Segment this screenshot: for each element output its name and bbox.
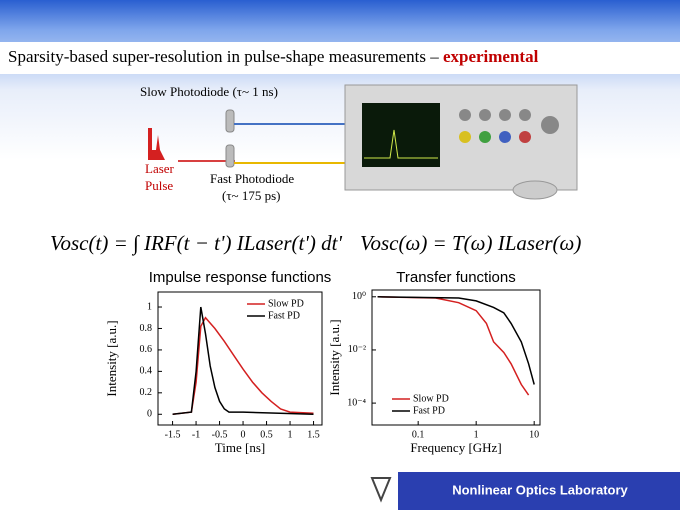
y-tick-label: 0.2 xyxy=(140,387,153,398)
legend-label: Fast PD xyxy=(268,310,300,321)
y-axis-label: Intensity [a.u.] xyxy=(327,319,342,395)
series-line xyxy=(377,296,535,385)
x-tick-label: 1 xyxy=(474,429,479,440)
plot-frame xyxy=(157,291,323,426)
laser-pulse-icon xyxy=(148,128,165,160)
x-tick-label: -1 xyxy=(192,429,200,440)
series-line xyxy=(377,296,530,396)
legend-label: Slow PD xyxy=(413,393,449,404)
legend-label: Slow PD xyxy=(268,298,304,309)
chart-panel xyxy=(100,288,342,458)
legend-label: Fast PD xyxy=(413,405,445,416)
fast-pd-label: Fast Photodiode xyxy=(210,171,294,186)
x-tick-label: 0.5 xyxy=(260,429,273,440)
y-tick-label: 10⁻² xyxy=(348,344,366,355)
formula: Vosc(ω) = T(ω) ILaser(ω) xyxy=(360,231,581,255)
logo xyxy=(370,477,392,503)
title-bar xyxy=(0,42,680,74)
fast-pd-label: (τ~ 175 ps) xyxy=(222,188,280,203)
y-tick-label: 10⁰ xyxy=(352,291,366,302)
formula: Vosc(t) = ∫ IRF(t − t') ILaser(t') dt' xyxy=(50,231,342,256)
y-tick-label: 0 xyxy=(147,409,152,420)
x-tick-label: 1.5 xyxy=(307,429,320,440)
slide-title: Sparsity-based super-resolution in pulse… xyxy=(8,47,539,66)
footer-bar xyxy=(398,472,680,510)
photodiode xyxy=(225,144,235,168)
x-tick-label: -0.5 xyxy=(212,429,228,440)
y-axis-label: Intensity [a.u.] xyxy=(104,320,119,396)
mouse xyxy=(512,180,558,200)
footer-text: Nonlinear Optics Laboratory xyxy=(452,482,628,497)
x-tick-label: 0 xyxy=(241,429,246,440)
chart-title: Impulse response functions xyxy=(149,269,332,286)
y-tick-label: 1 xyxy=(147,301,152,312)
x-tick-label: 1 xyxy=(288,429,293,440)
x-tick-label: -1.5 xyxy=(165,429,181,440)
x-axis-label: Time [ns] xyxy=(215,440,265,455)
plot-frame xyxy=(371,289,541,426)
title-highlight: experimental xyxy=(443,47,539,66)
scope-knobs xyxy=(459,109,559,143)
series-line xyxy=(172,316,314,416)
y-tick-label: 10⁻⁴ xyxy=(347,397,366,408)
x-tick-label: 10 xyxy=(529,429,539,440)
scope-trace xyxy=(364,129,438,159)
y-tick-label: 0.6 xyxy=(140,344,153,355)
series-line xyxy=(172,306,314,416)
y-tick-label: 0.4 xyxy=(140,366,153,377)
photodiode xyxy=(225,109,235,133)
scope-screen xyxy=(362,103,440,167)
x-axis-label: Frequency [GHz] xyxy=(410,440,501,455)
title-text: Sparsity-based super-resolution in pulse… xyxy=(8,47,443,66)
x-tick-label: 0.1 xyxy=(412,429,425,440)
chart-title: Transfer functions xyxy=(396,269,516,286)
chart-panel xyxy=(342,288,547,458)
laser-label: Laser xyxy=(145,161,175,176)
slow-pd-label: Slow Photodiode (τ~ 1 ns) xyxy=(140,84,278,99)
y-tick-label: 0.8 xyxy=(140,323,153,334)
laser-label: Pulse xyxy=(145,178,173,193)
